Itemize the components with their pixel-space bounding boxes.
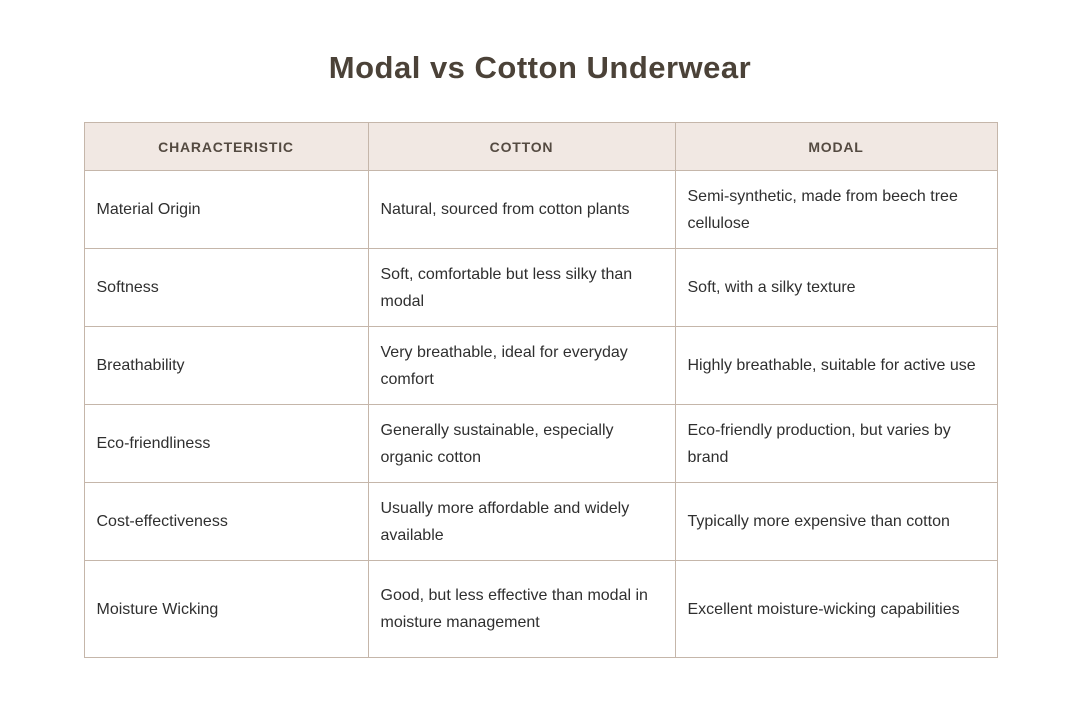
cotton-cell: Usually more affordable and widely avail… — [367, 482, 676, 561]
characteristic-cell: Softness — [83, 248, 369, 327]
table-body: Material Origin Natural, sourced from co… — [83, 170, 998, 658]
table-row: Material Origin Natural, sourced from co… — [83, 170, 998, 249]
page-title: Modal vs Cotton Underwear — [328, 50, 752, 85]
header-modal: MODAL — [674, 122, 998, 171]
characteristic-cell: Material Origin — [83, 170, 369, 249]
table-row: Softness Soft, comfortable but less silk… — [83, 248, 998, 327]
header-cotton: COTTON — [367, 122, 676, 171]
cotton-cell: Good, but less effective than modal in m… — [367, 560, 676, 658]
modal-cell: Eco-friendly production, but varies by b… — [674, 404, 998, 483]
cotton-cell: Soft, comfortable but less silky than mo… — [367, 248, 676, 327]
modal-cell: Typically more expensive than cotton — [674, 482, 998, 561]
comparison-table-container: CHARACTERISTIC COTTON MODAL Material Ori… — [83, 122, 998, 658]
modal-cell: Semi-synthetic, made from beech tree cel… — [674, 170, 998, 249]
table-row: Breathability Very breathable, ideal for… — [83, 326, 998, 405]
modal-cell: Highly breathable, suitable for active u… — [674, 326, 998, 405]
table-header: CHARACTERISTIC COTTON MODAL — [83, 122, 998, 171]
comparison-table: CHARACTERISTIC COTTON MODAL Material Ori… — [83, 122, 998, 658]
table-row: Moisture Wicking Good, but less effectiv… — [83, 560, 998, 658]
table-row: Cost-effectiveness Usually more affordab… — [83, 482, 998, 561]
characteristic-cell: Breathability — [83, 326, 369, 405]
cotton-cell: Generally sustainable, especially organi… — [367, 404, 676, 483]
characteristic-cell: Eco-friendliness — [83, 404, 369, 483]
modal-cell: Excellent moisture-wicking capabilities — [674, 560, 998, 658]
header-characteristic: CHARACTERISTIC — [83, 122, 369, 171]
characteristic-cell: Cost-effectiveness — [83, 482, 369, 561]
modal-cell: Soft, with a silky texture — [674, 248, 998, 327]
cotton-cell: Very breathable, ideal for everyday comf… — [367, 326, 676, 405]
characteristic-cell: Moisture Wicking — [83, 560, 369, 658]
table-row: Eco-friendliness Generally sustainable, … — [83, 404, 998, 483]
header-row: CHARACTERISTIC COTTON MODAL — [83, 122, 998, 171]
cotton-cell: Natural, sourced from cotton plants — [367, 170, 676, 249]
